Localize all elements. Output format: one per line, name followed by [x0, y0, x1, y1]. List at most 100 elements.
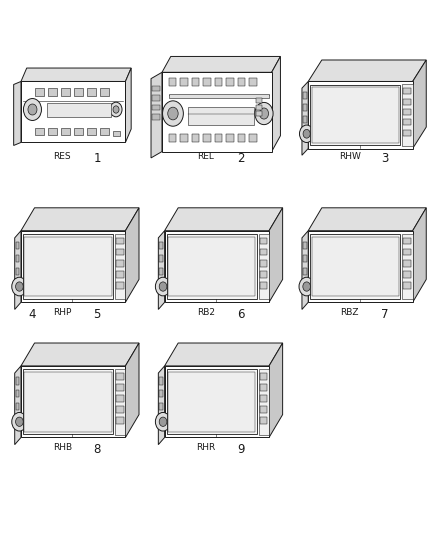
Circle shape	[12, 277, 27, 296]
Polygon shape	[21, 68, 131, 82]
Polygon shape	[125, 68, 131, 142]
Bar	[403, 99, 411, 104]
Bar	[167, 235, 257, 298]
Circle shape	[28, 104, 37, 115]
Bar	[310, 85, 400, 145]
Bar	[403, 249, 411, 255]
Bar	[403, 238, 411, 244]
Text: REL: REL	[198, 151, 214, 160]
Polygon shape	[308, 231, 413, 302]
Bar	[61, 88, 70, 96]
Bar	[48, 128, 57, 135]
Text: 6: 6	[237, 308, 244, 321]
Bar	[87, 128, 96, 135]
Polygon shape	[302, 231, 308, 310]
Bar	[303, 92, 307, 99]
Bar	[226, 78, 234, 86]
Bar	[403, 119, 411, 125]
Bar	[16, 403, 19, 410]
Bar	[215, 78, 223, 86]
Bar	[260, 373, 268, 379]
Bar	[116, 282, 124, 289]
Bar	[113, 131, 120, 136]
Text: RHW: RHW	[339, 151, 360, 160]
Bar	[159, 403, 163, 410]
Bar	[16, 268, 19, 275]
Bar	[116, 238, 124, 244]
Bar	[203, 78, 211, 86]
Bar	[116, 395, 124, 402]
Bar	[100, 128, 109, 135]
Circle shape	[303, 282, 311, 291]
Bar	[74, 128, 83, 135]
Circle shape	[299, 277, 314, 296]
Bar	[61, 128, 70, 135]
Bar	[310, 235, 400, 298]
Bar	[180, 78, 188, 86]
Text: RBZ: RBZ	[340, 308, 359, 317]
Bar	[16, 390, 19, 398]
Circle shape	[159, 282, 167, 291]
Circle shape	[255, 102, 273, 125]
Bar	[152, 105, 160, 110]
Polygon shape	[308, 208, 426, 231]
Bar	[116, 417, 124, 424]
Bar	[25, 372, 112, 432]
Polygon shape	[21, 208, 139, 231]
Text: 2: 2	[237, 151, 244, 165]
Bar	[403, 130, 411, 136]
Circle shape	[300, 125, 314, 142]
Bar	[303, 268, 307, 275]
Bar	[303, 242, 307, 249]
Bar	[152, 86, 160, 91]
Polygon shape	[151, 72, 162, 158]
Bar	[256, 111, 262, 116]
Bar	[168, 372, 255, 432]
Bar	[152, 95, 160, 101]
Text: RB2: RB2	[197, 308, 215, 317]
Bar	[87, 88, 96, 96]
Bar	[16, 242, 19, 249]
Circle shape	[113, 106, 119, 113]
Polygon shape	[158, 366, 165, 445]
Text: RHR: RHR	[196, 443, 215, 452]
Circle shape	[155, 413, 171, 431]
Polygon shape	[413, 208, 426, 302]
Polygon shape	[302, 82, 308, 155]
Bar	[311, 87, 399, 143]
Bar	[35, 88, 44, 96]
Bar	[303, 255, 307, 262]
Bar	[169, 134, 176, 142]
Bar	[35, 128, 44, 135]
Bar	[303, 116, 307, 123]
Bar	[249, 78, 257, 86]
Bar	[116, 260, 124, 266]
Text: RES: RES	[53, 151, 71, 160]
Bar	[203, 134, 211, 142]
Polygon shape	[165, 343, 283, 366]
Polygon shape	[15, 231, 21, 310]
Bar	[403, 88, 411, 94]
Bar	[226, 134, 234, 142]
Bar	[311, 237, 399, 296]
Text: 4: 4	[28, 308, 35, 321]
Bar	[116, 249, 124, 255]
Bar	[215, 134, 223, 142]
Bar	[403, 271, 411, 278]
Polygon shape	[413, 60, 426, 149]
Bar	[403, 260, 411, 266]
Polygon shape	[15, 366, 21, 445]
Bar	[402, 233, 413, 300]
Bar	[303, 104, 307, 111]
Bar	[260, 271, 268, 278]
Bar	[191, 134, 199, 142]
Bar	[402, 84, 413, 146]
Bar	[258, 233, 269, 300]
Text: RHB: RHB	[53, 443, 72, 452]
Circle shape	[16, 417, 23, 426]
Polygon shape	[21, 343, 139, 366]
Bar	[180, 134, 188, 142]
Bar	[23, 235, 113, 298]
Polygon shape	[125, 208, 139, 302]
Circle shape	[303, 130, 310, 138]
